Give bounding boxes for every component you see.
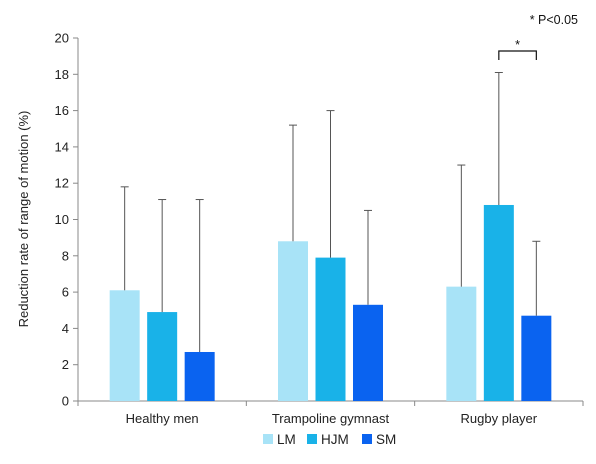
bar-lm [278,241,308,401]
y-tick-label: 16 [55,103,69,118]
significance-marker: * [515,38,520,52]
bar-sm [521,315,552,401]
x-tick-label: Rugby player [461,411,538,426]
y-tick-label: 0 [62,394,69,409]
significance-bracket-line [498,50,537,60]
y-tick-label: 8 [62,248,69,263]
bar-lm [446,286,477,401]
y-tick-label: 18 [55,67,69,82]
legend-swatch-lm [263,434,273,444]
legend: LM HJM SM [263,432,396,447]
x-tick-label: Trampoline gymnast [272,411,390,426]
significance-note: * P<0.05 [530,13,578,27]
bar-sm [184,351,215,401]
bars [109,204,552,401]
y-tick-label: 12 [55,176,69,191]
legend-swatch-hjm [307,434,317,444]
bar-hjm [147,312,178,401]
legend-swatch-sm [362,434,372,444]
y-tick-label: 4 [62,321,69,336]
bar-hjm [315,257,346,401]
legend-label-hjm: HJM [321,432,349,447]
y-tick-label: 20 [55,31,69,46]
y-axis-label: Reduction rate of range of motion (%) [16,111,31,328]
legend-label-sm: SM [376,432,396,447]
legend-label-lm: LM [277,432,296,447]
y-tick-label: 14 [55,139,69,154]
y-tick-label: 6 [62,285,69,300]
bar-lm [109,290,140,401]
x-axis: Healthy men Trampoline gymnast Rugby playe… [77,400,584,426]
bar-hjm [483,204,514,401]
y-tick-label: 10 [55,212,69,227]
error-bars [120,71,541,352]
bar-sm [353,304,383,401]
y-tick-label: 2 [62,357,69,372]
y-axis: 0 2 4 6 8 10 12 14 16 18 20 [55,31,79,409]
significance-bracket: * [498,38,537,60]
x-tick-label: Healthy men [126,411,199,426]
